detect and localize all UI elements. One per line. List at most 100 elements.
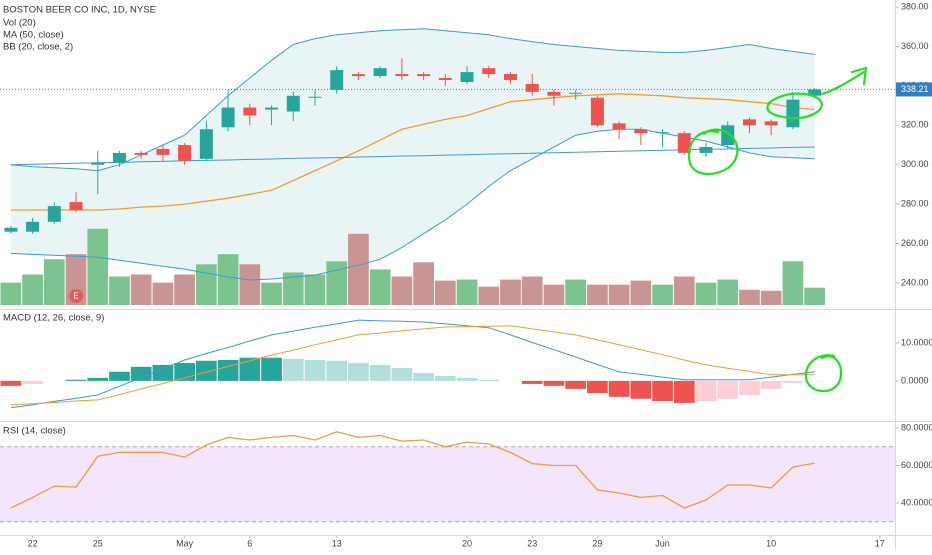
candle-body <box>417 74 430 76</box>
candle-body <box>700 147 713 153</box>
candle-body <box>504 74 517 80</box>
x-tick-label: 22 <box>28 538 38 548</box>
candle-body <box>352 74 365 76</box>
histogram-bar <box>66 380 87 381</box>
volume-bar <box>674 277 695 305</box>
rsi-title: RSI (14, close) <box>3 426 66 437</box>
histogram-bar <box>305 360 326 381</box>
y-tick-label: 240.00 <box>901 277 929 287</box>
y-tick-label: 280.00 <box>901 198 929 208</box>
volume-bar <box>544 285 565 305</box>
candle-body <box>265 108 278 110</box>
candle-body <box>482 68 495 74</box>
candle-body <box>26 222 39 232</box>
histogram-bar <box>196 361 217 381</box>
histogram-bar <box>761 381 782 389</box>
candle-body <box>135 153 148 155</box>
volume-bar <box>587 285 608 305</box>
candle-body <box>656 132 669 133</box>
volume-bar <box>717 280 738 305</box>
x-tick-label: 23 <box>527 538 537 548</box>
y-tick-label: 60.0000 <box>901 460 932 470</box>
volume-bar <box>348 234 369 305</box>
candle-body <box>613 123 626 129</box>
x-tick-label: May <box>176 538 194 548</box>
volume-bar <box>413 262 434 305</box>
candle-body <box>330 70 343 90</box>
histogram-bar <box>630 381 651 399</box>
candle-body <box>591 98 604 126</box>
volume-bar <box>435 281 456 305</box>
histogram-bar <box>696 381 717 401</box>
candle-body <box>786 100 799 128</box>
candle-body <box>243 108 256 116</box>
candle-body <box>156 149 169 155</box>
y-tick-label: 260.00 <box>901 238 929 248</box>
volume-bar <box>609 285 630 305</box>
x-tick-label: 20 <box>462 538 472 548</box>
volume-bar <box>478 287 499 305</box>
volume-bar <box>109 277 130 305</box>
volume-bar <box>305 275 326 306</box>
histogram-bar <box>565 381 586 389</box>
histogram-bar <box>87 378 108 381</box>
x-tick-label: 29 <box>592 538 602 548</box>
histogram-bar <box>153 365 174 381</box>
indicator-legend: Vol (20) <box>3 18 36 29</box>
candle-body <box>200 129 213 159</box>
volume-bar <box>696 283 717 305</box>
x-tick-label: Jun <box>655 538 670 548</box>
volume-bar <box>565 280 586 305</box>
histogram-bar <box>392 368 413 381</box>
histogram-bar <box>348 363 369 381</box>
volume-bar <box>87 229 108 305</box>
y-tick-label: 80.0000 <box>901 422 932 432</box>
candle-body <box>765 121 778 125</box>
earnings-label: E <box>73 292 78 301</box>
candle-body <box>70 202 83 210</box>
histogram-bar <box>609 381 630 397</box>
volume-bar <box>326 261 347 305</box>
y-tick-label: 300.00 <box>901 159 929 169</box>
histogram-bar <box>652 381 673 401</box>
last-price-label: 338.21 <box>901 84 929 94</box>
volume-bar <box>370 269 391 305</box>
histogram-bar <box>283 359 304 381</box>
histogram-bar <box>739 381 760 395</box>
x-tick-label: 25 <box>93 538 103 548</box>
volume-bar <box>392 277 413 305</box>
histogram-bar <box>109 372 130 381</box>
volume-bar <box>500 280 521 305</box>
histogram-bar <box>370 365 391 381</box>
volume-bar <box>174 275 195 306</box>
y-tick-label: 320.00 <box>901 120 929 130</box>
candle-body <box>395 74 408 76</box>
y-tick-label: 40.0000 <box>901 497 932 507</box>
volume-bar <box>239 264 260 305</box>
volume-bar <box>22 275 43 306</box>
candle-body <box>222 108 235 128</box>
indicator-legend: BB (20, close, 2) <box>3 42 73 53</box>
volume-bar <box>131 275 152 306</box>
y-tick-label: 380.00 <box>901 1 929 11</box>
histogram-bar <box>131 367 152 381</box>
histogram-bar <box>218 360 239 381</box>
volume-bar <box>196 264 217 305</box>
x-tick-label: 13 <box>332 538 342 548</box>
volume-bar <box>44 259 65 305</box>
histogram-bar <box>478 380 499 381</box>
histogram-bar <box>435 376 456 381</box>
x-tick-label: 10 <box>766 538 776 548</box>
candle-body <box>48 206 61 222</box>
histogram-bar <box>457 378 478 381</box>
symbol-title: BOSTON BEER CO INC, 1D, NYSE <box>3 5 156 16</box>
y-tick-label: 10.0000 <box>901 337 932 347</box>
candle-body <box>743 119 756 125</box>
histogram-bar <box>674 381 695 403</box>
volume-bar <box>652 285 673 305</box>
x-tick-label: 6 <box>247 538 252 548</box>
candle-body <box>526 84 539 92</box>
volume-bar <box>630 281 651 305</box>
candle-body <box>461 72 474 82</box>
x-tick-label: 17 <box>875 538 885 548</box>
